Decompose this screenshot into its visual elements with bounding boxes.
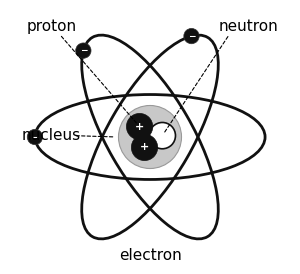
Circle shape <box>126 113 153 140</box>
Text: −: − <box>80 46 87 55</box>
Text: −: − <box>31 133 39 141</box>
Text: electron: electron <box>118 248 182 263</box>
Text: +: + <box>140 142 149 152</box>
Text: −: − <box>188 32 195 41</box>
Text: nucleus: nucleus <box>21 128 80 143</box>
Text: proton: proton <box>27 19 77 34</box>
Text: +: + <box>135 122 144 132</box>
Circle shape <box>118 105 182 169</box>
Circle shape <box>76 43 91 58</box>
Circle shape <box>131 134 158 161</box>
Circle shape <box>27 129 43 145</box>
Circle shape <box>184 28 199 44</box>
Circle shape <box>149 122 176 149</box>
Text: neutron: neutron <box>219 19 279 34</box>
